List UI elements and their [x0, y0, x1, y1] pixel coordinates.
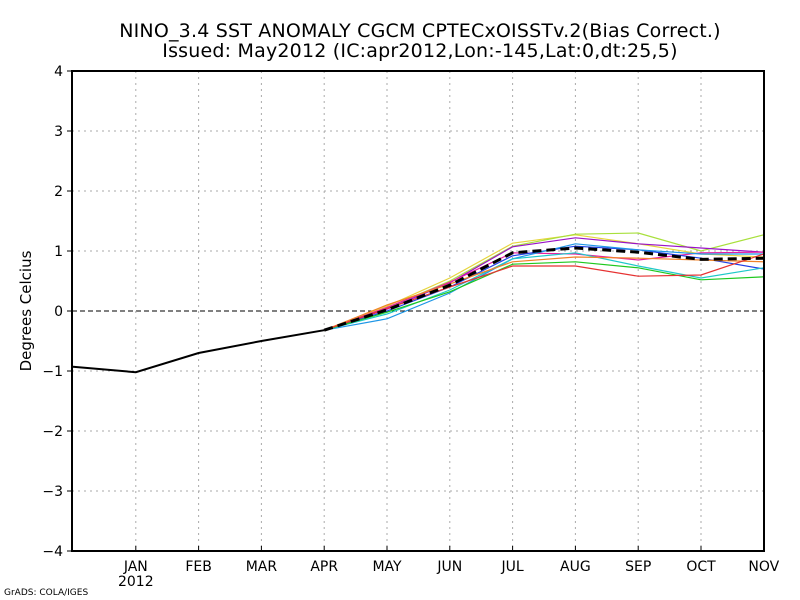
y-tick-label: 4: [54, 64, 63, 80]
footer-credit: GrADS: COLA/IGES: [4, 588, 89, 598]
series-ensemble-mean: [323, 246, 764, 332]
series-member-skyblue: [324, 243, 764, 331]
x-tick-label: FEB: [185, 559, 212, 575]
x-axis: JAN FEB MAR APR MAY JUN JUL AUG SEP OCT NOV 2012: [118, 546, 780, 590]
y-axis: 4 3 2 1 0 −1 −2 −3 −4: [42, 64, 72, 560]
x-tick-label: MAR: [246, 559, 278, 575]
x-tick-label: JUN: [436, 559, 462, 575]
x-tick-label: AUG: [560, 559, 591, 575]
series-member-magenta: [323, 251, 764, 331]
y-tick-label: −4: [42, 544, 63, 560]
y-tick-label: −1: [42, 364, 63, 380]
chart-title: NINO_3.4 SST ANOMALY CGCM CPTECxOISSTv.2…: [119, 20, 721, 42]
y-tick-label: 0: [54, 304, 63, 320]
y-tick-label: 3: [54, 124, 63, 140]
chart-subtitle: Issued: May2012 (IC:apr2012,Lon:-145,Lat…: [162, 40, 678, 62]
x-tick-label: JUL: [501, 559, 524, 575]
y-tick-label: −3: [42, 484, 63, 500]
series-member-orange: [323, 256, 764, 331]
series-member-green: [324, 261, 764, 331]
x-tick-label: MAY: [372, 559, 402, 575]
series-member-red: [324, 253, 764, 331]
x-tick-label: OCT: [686, 559, 716, 575]
x-tick-year: 2012: [118, 574, 154, 590]
y-tick-label: 2: [54, 184, 63, 200]
y-tick-label: 1: [54, 244, 63, 260]
x-tick-label: SEP: [625, 559, 651, 575]
series-observed: [72, 329, 325, 374]
y-axis-label: Degrees Celcius: [17, 250, 35, 371]
y-tick-label: −2: [42, 424, 63, 440]
x-tick-label: NOV: [748, 559, 779, 575]
x-tick-label: APR: [310, 559, 338, 575]
x-tick-label: JAN: [123, 559, 148, 575]
series-member-yellow: [323, 234, 764, 331]
series-lines: [72, 232, 764, 374]
grid: [72, 71, 764, 551]
series-member-cyan: [324, 252, 764, 331]
